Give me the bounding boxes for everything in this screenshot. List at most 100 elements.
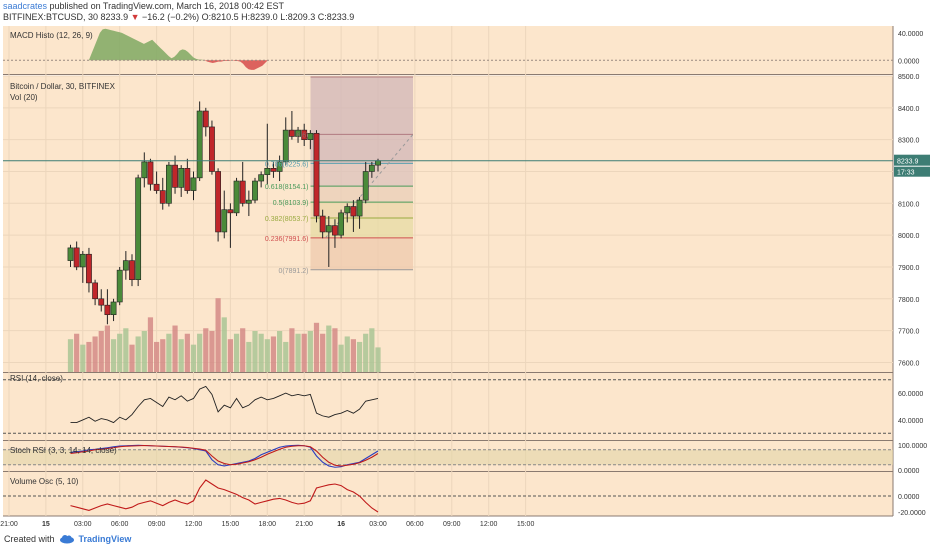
price-candles [3, 101, 893, 325]
candle-body [332, 225, 338, 236]
candle-body [362, 171, 369, 201]
author-link[interactable]: saadcrates [3, 1, 48, 11]
volume-bar [289, 328, 295, 372]
volume-bar [197, 333, 203, 372]
volume-bar [326, 325, 332, 372]
candle-body [276, 161, 283, 172]
candle-body [209, 126, 215, 172]
time-tick-label: 12:00 [185, 521, 203, 528]
volume-bar [104, 325, 110, 372]
volume-bar [147, 317, 154, 372]
volume-bar [332, 328, 338, 372]
stoch-d-line [70, 444, 379, 467]
time-tick-label: 09:00 [443, 521, 461, 528]
down-arrow-icon: ▼ [130, 12, 140, 22]
candle-body [202, 110, 209, 128]
volume-bar [172, 325, 178, 372]
time-tick-label: 16 [337, 521, 345, 528]
volume-bar [86, 341, 92, 372]
stoch-rsi-pane [3, 444, 893, 468]
vosc-line [70, 479, 379, 513]
candle-body [227, 209, 234, 214]
price-tick-label: 7600.0 [898, 360, 920, 367]
fib-trend-line [325, 134, 414, 239]
time-tick-label: 15:00 [517, 521, 535, 528]
fib-label-0.236: 0.236(7991.6) [265, 236, 309, 243]
candle-body [116, 269, 123, 303]
candle-body [122, 260, 129, 271]
candle-body [264, 168, 271, 175]
price-title: Bitcoin / Dollar, 30, BITFINEX [10, 82, 116, 91]
stoch-tick-label: 0.0000 [898, 468, 920, 475]
candle-body [73, 247, 80, 268]
candle-body [282, 129, 289, 163]
volume-bar [283, 341, 289, 372]
price-change: −16.2 (−0.2%) [142, 12, 200, 22]
volume-bar [375, 347, 381, 372]
volume-bar [295, 333, 301, 372]
price-tick-label: 8300.0 [898, 138, 920, 145]
volume-bar [307, 331, 313, 372]
tradingview-brand[interactable]: TradingView [78, 534, 132, 544]
volume-title: Vol (20) [10, 93, 38, 102]
volume-bar [227, 339, 233, 372]
price-tick-label: 8100.0 [898, 201, 920, 208]
last-price-badge-text: 8233.9 [897, 159, 919, 166]
volume-bar [258, 333, 264, 372]
macd-tick-label: 0.0000 [898, 58, 920, 65]
volume-bar [240, 328, 246, 372]
axes: 40.00000.00008500.08400.08300.08200.0810… [0, 31, 930, 528]
candle-body [159, 190, 166, 204]
fib-label-0: 0(7891.2) [279, 268, 309, 275]
volume-bar [129, 344, 135, 372]
time-axis-bg [3, 516, 893, 531]
volume-bar [338, 344, 344, 372]
candle-body [79, 253, 86, 268]
vosc-tick-label: -20.0000 [898, 510, 926, 517]
candle-body [196, 110, 203, 179]
last-price-badge [894, 154, 930, 166]
publish-info: published on TradingView.com, March 16, … [47, 1, 285, 11]
volume-bar [252, 331, 258, 372]
candle-body [270, 168, 277, 172]
candle-body [86, 253, 92, 284]
candle-body [98, 298, 105, 306]
tradingview-cloud-icon [59, 535, 74, 544]
stoch-k-line [70, 444, 379, 468]
created-with-label: Created with [4, 534, 55, 544]
fib-label-0.786: 0.786(8225.6) [265, 161, 309, 168]
volume-bar [184, 333, 190, 372]
stoch-band [3, 449, 893, 465]
candle-body [245, 199, 252, 204]
macd-tick-label: 40.0000 [898, 31, 923, 38]
ohlc-line: BITFINEX:BTCUSD, 30 8233.9 ▼ −16.2 (−0.2… [3, 12, 354, 22]
candle-body [252, 180, 258, 201]
rsi-title: RSI (14, close) [10, 374, 63, 383]
candle-body [104, 304, 111, 316]
volume-bar [135, 336, 141, 372]
candle-body [288, 129, 295, 137]
price-tick-label: 8500.0 [898, 74, 920, 81]
time-tick-label: 09:00 [148, 521, 166, 528]
volume-bar [350, 339, 356, 372]
candle-body [350, 206, 357, 217]
volume-bar [264, 339, 270, 372]
symbol-label: BITFINEX:BTCUSD, 30 [3, 12, 99, 22]
candle-body [356, 199, 363, 217]
candle-body [153, 183, 160, 191]
candle-body [239, 180, 246, 204]
candle-body [375, 160, 381, 166]
volume-bar [166, 333, 172, 372]
chart-labels: MACD Histo (12, 26, 9) 0.786(8225.6) 0.618… [10, 31, 309, 486]
candle-body [325, 225, 332, 233]
volume-bar [80, 344, 86, 372]
fib-zone-0 [310, 237, 413, 270]
pane-bg-vosc [3, 472, 893, 516]
candle-body [141, 161, 148, 179]
volume-bar [320, 333, 326, 372]
time-tick-label: 03:00 [369, 521, 387, 528]
publish-line: saadcrates published on TradingView.com,… [3, 1, 284, 11]
volume-bar [363, 333, 369, 372]
